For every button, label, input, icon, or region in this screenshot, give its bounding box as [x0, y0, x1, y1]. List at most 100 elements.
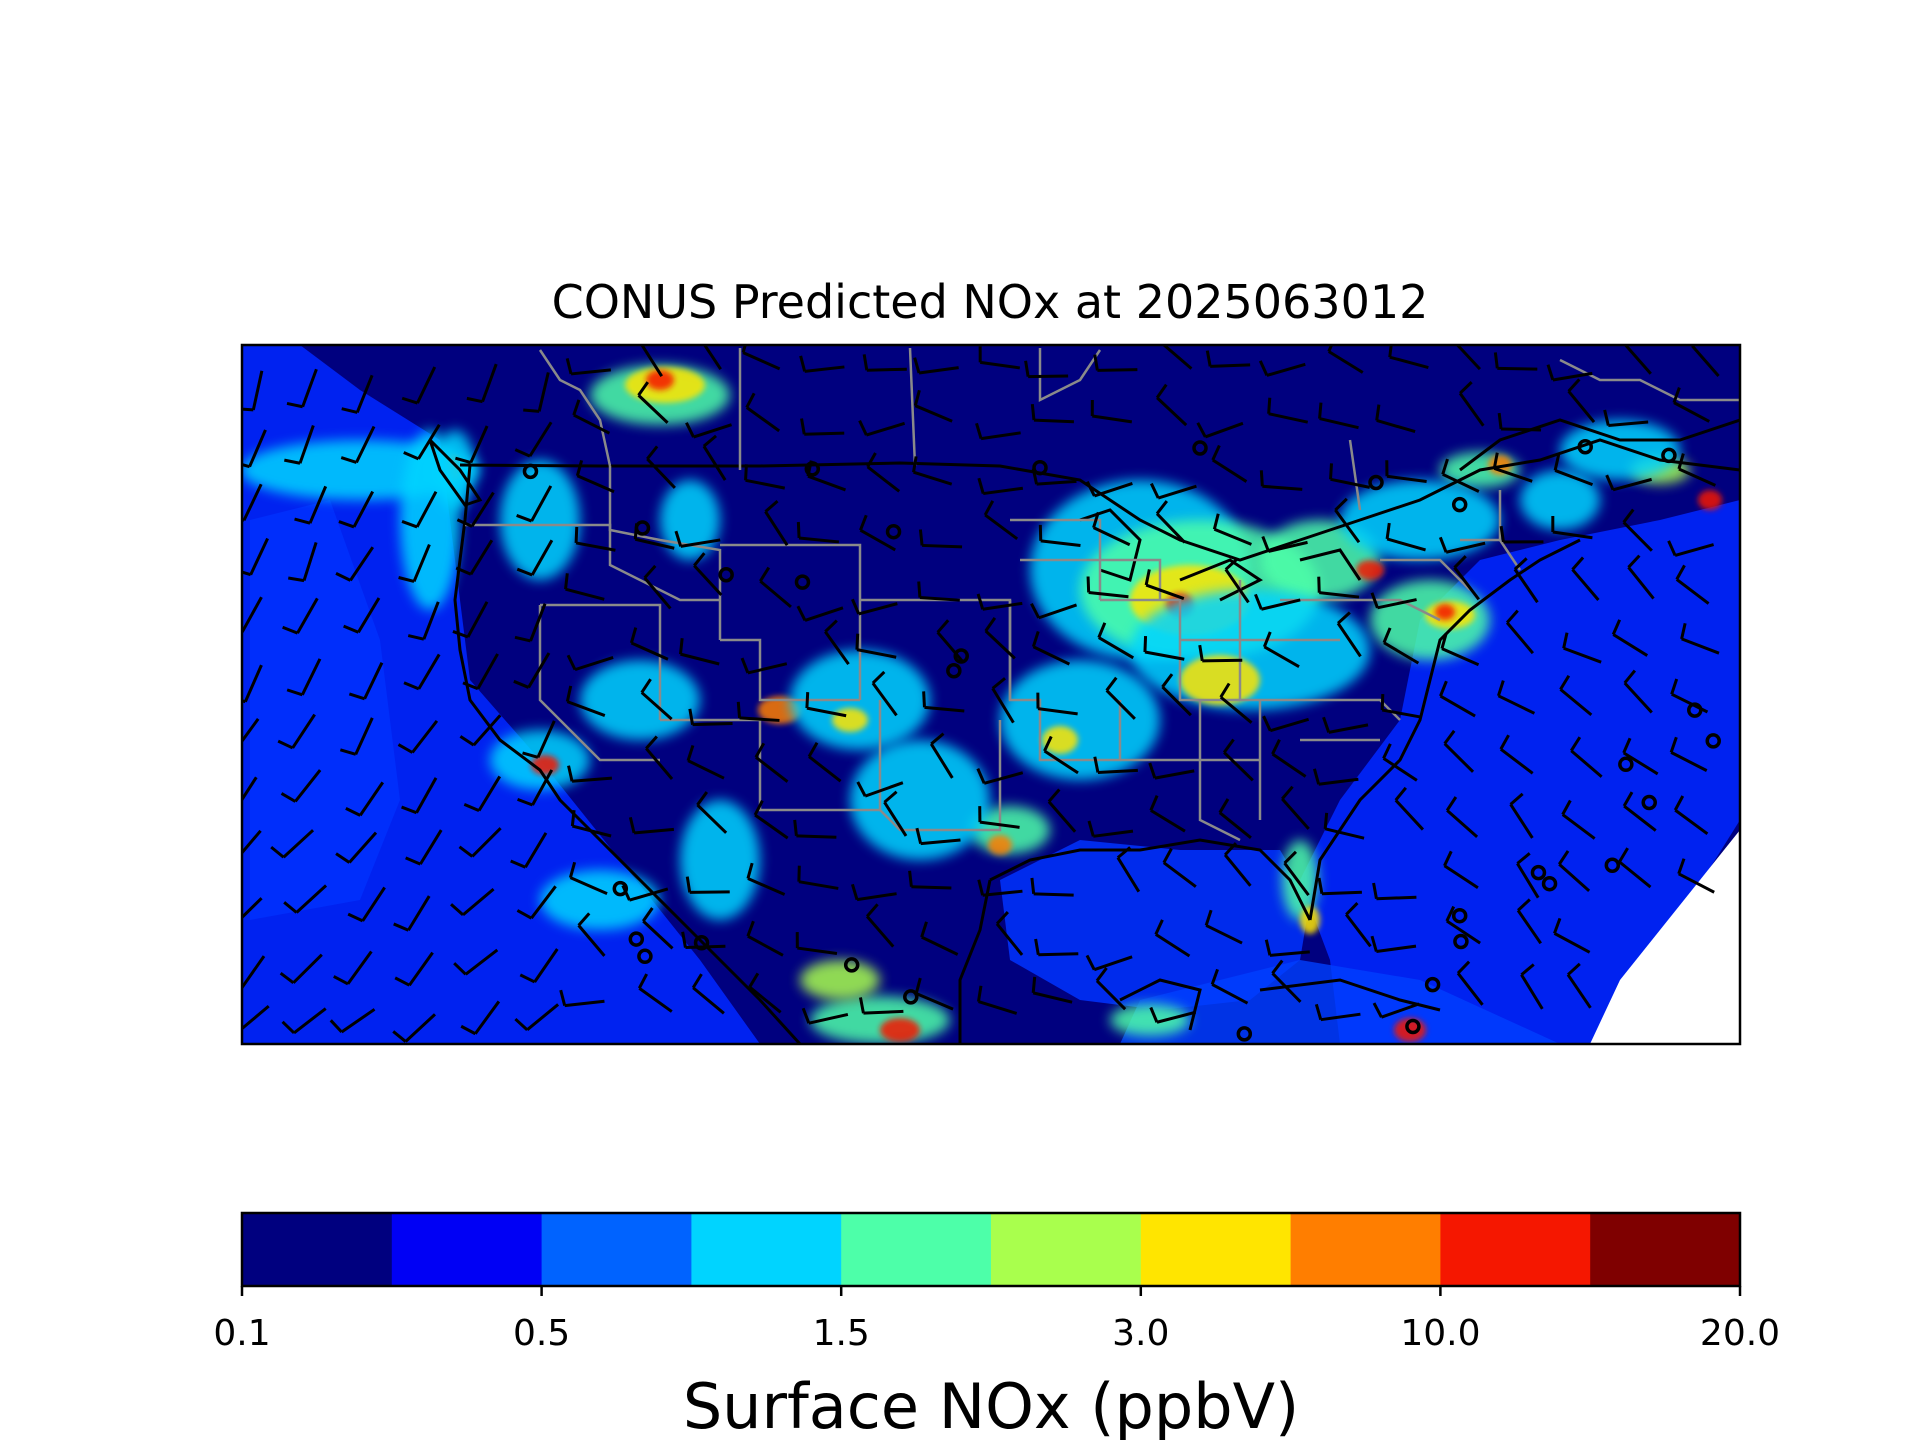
wind-barb [796, 521, 840, 544]
wind-barb [519, 948, 559, 984]
wind-barb [1492, 452, 1533, 483]
wind-barb [452, 601, 489, 639]
wind-barb [340, 425, 376, 464]
emission-plume [540, 870, 660, 930]
wind-barb [856, 781, 904, 798]
wind-barb [858, 419, 906, 437]
wind-barb [686, 744, 725, 780]
calm-marker [1192, 440, 1208, 456]
wind-barb [1161, 673, 1192, 717]
wind-barb [1092, 511, 1131, 547]
wind-barb [915, 827, 961, 846]
wind-barb [1445, 796, 1479, 838]
wind-barb [862, 354, 907, 372]
wind-barb [392, 1013, 436, 1043]
wind-barb [801, 1007, 849, 1025]
wind-barb [1155, 383, 1188, 427]
calm-marker [1530, 864, 1547, 881]
wind-barb [1154, 919, 1191, 958]
wind-barb [466, 363, 498, 404]
calm-marker [1705, 733, 1721, 749]
coastlines [428, 418, 1740, 1044]
wind-barb [1047, 788, 1077, 833]
wind-barb [1149, 1006, 1197, 1024]
wind-barb [242, 370, 264, 412]
wind-barb [1090, 400, 1133, 424]
calm-marker [1905, 666, 1917, 678]
wind-barb [1038, 524, 1081, 548]
wind-barb [347, 886, 386, 923]
wind-barb [983, 500, 1019, 541]
wind-barb [462, 653, 499, 691]
wind-barb [1691, 345, 1720, 377]
wind-barb [1262, 631, 1300, 668]
calm-marker [612, 880, 629, 897]
wind-barb [702, 345, 722, 371]
wind-barb [685, 422, 733, 439]
wind-barb [514, 1003, 560, 1031]
wind-barb [1513, 557, 1539, 604]
wind-barb [1148, 762, 1195, 780]
wind-barb [1456, 960, 1484, 1006]
wind-barb [242, 596, 263, 633]
wind-barb [984, 616, 1016, 660]
wind-barb [1155, 500, 1186, 544]
wind-barb [977, 477, 1024, 496]
colorbar-bin [1140, 1213, 1292, 1286]
calm-marker [634, 520, 651, 536]
wind-barb [1329, 463, 1371, 489]
wind-barb [394, 951, 434, 987]
wind-barb [1085, 954, 1133, 972]
wind-barb [565, 358, 611, 376]
wind-barb [574, 526, 616, 552]
emission-plume [832, 708, 868, 732]
calm-marker [1545, 1062, 1557, 1074]
wind-barb [744, 464, 786, 490]
wind-barb [640, 678, 673, 721]
wind-barb [1161, 345, 1193, 370]
wind-barb [753, 800, 789, 840]
wind-barb [516, 539, 554, 577]
emission-plume [1435, 604, 1455, 620]
wind-barb [637, 381, 669, 424]
calm-marker [953, 648, 969, 664]
wind-barb [1327, 345, 1364, 374]
wind-barb [1441, 458, 1480, 493]
calm-marker [1791, 484, 1803, 496]
calm-marker [747, 1062, 759, 1074]
wind-barb [1603, 409, 1649, 428]
wind-barb [1553, 917, 1591, 954]
wind-barb [1258, 360, 1306, 377]
colorbar-tick-label: 3.0 [1112, 1313, 1169, 1354]
wind-barb [797, 865, 839, 890]
calm-marker [1032, 459, 1048, 476]
wind-barb [242, 955, 266, 990]
emission-plume [1282, 840, 1318, 920]
emission-plume [810, 996, 950, 1044]
wind-barb [522, 720, 556, 759]
wind-barb [1385, 522, 1426, 552]
wind-barb [678, 638, 720, 666]
wind-barb [572, 399, 611, 435]
emission-plume [1110, 1004, 1190, 1036]
emission-plume [580, 660, 700, 740]
wind-barb [871, 670, 898, 717]
calm-marker [1236, 1026, 1253, 1042]
wind-barb [642, 907, 674, 950]
wind-barb [335, 831, 378, 864]
wind-barb [1677, 453, 1716, 487]
wind-barb [1672, 387, 1710, 423]
wind-barb [920, 921, 959, 956]
wind-barb [398, 543, 431, 583]
wind-barb [270, 829, 315, 859]
wind-barb [463, 775, 502, 813]
wind-barb [991, 677, 1015, 724]
wind-barb [397, 719, 439, 754]
wind-barb [1323, 812, 1365, 840]
wind-barb [1030, 877, 1074, 897]
wind-barb [759, 566, 792, 609]
wind-barb [976, 593, 1023, 611]
wind-barb [1497, 412, 1542, 432]
wind-barb [455, 539, 494, 576]
wind-barb [242, 776, 258, 803]
